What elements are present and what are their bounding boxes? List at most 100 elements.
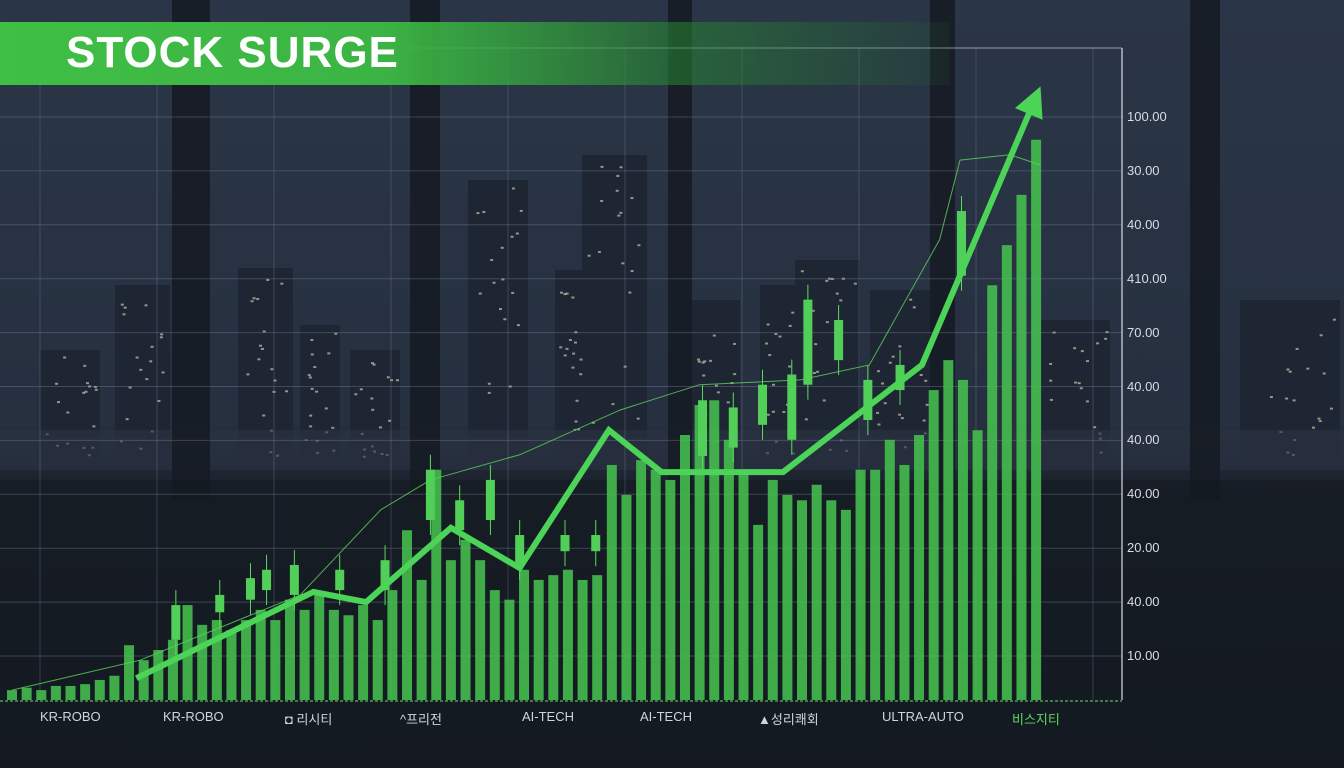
bar [797, 500, 807, 700]
x-tick-label: ULTRA-AUTO [882, 709, 964, 724]
bar [958, 380, 968, 700]
bar [504, 600, 514, 700]
bar [226, 630, 236, 700]
y-tick-label: 40.00 [1127, 486, 1160, 501]
bar [1016, 195, 1026, 700]
bar [621, 495, 631, 700]
x-tick-label: ▲성리쾌회 [758, 709, 819, 728]
y-tick-label: 20.00 [1127, 540, 1160, 555]
bar [270, 620, 280, 700]
candle-body [729, 407, 738, 447]
bar [548, 575, 558, 700]
bar [636, 460, 646, 700]
bar [256, 610, 266, 700]
bar [724, 440, 734, 700]
bar [490, 590, 500, 700]
y-tick-label: 40.00 [1127, 594, 1160, 609]
y-tick-label: 30.00 [1127, 163, 1160, 178]
bar [739, 470, 749, 700]
bar [446, 560, 456, 700]
bar [782, 495, 792, 700]
bar [943, 360, 953, 700]
stock-chart-scene: STOCK SURGE 100.00 30.00 40.00 410.00 70.00 4… [0, 0, 1344, 768]
bar [826, 500, 836, 700]
y-tick-label: 100.00 [1127, 109, 1167, 124]
x-tick-label: 비스지티 [1012, 709, 1060, 728]
candle-body [803, 300, 812, 385]
bar [80, 684, 90, 700]
bar [343, 615, 353, 700]
bar [929, 390, 939, 700]
bar [66, 686, 76, 700]
bar [402, 530, 412, 700]
candle-body [561, 535, 570, 551]
x-tick-label: ^프리전 [400, 709, 442, 728]
bar [212, 620, 222, 700]
candle-body [834, 320, 843, 360]
bar [51, 686, 61, 700]
bar [314, 595, 324, 700]
candle-body [486, 480, 495, 520]
y-tick-label: 40.00 [1127, 379, 1160, 394]
bar [168, 640, 178, 700]
bar [285, 600, 295, 700]
bar [899, 465, 909, 700]
candle-body [863, 380, 872, 420]
bar [519, 570, 529, 700]
x-tick-label: AI-TECH [522, 709, 574, 724]
bar [36, 690, 46, 700]
y-tick-label: 40.00 [1127, 432, 1160, 447]
bar [578, 580, 588, 700]
bar [665, 480, 675, 700]
candle-body [171, 605, 180, 640]
y-tick-label: 410.00 [1127, 271, 1167, 286]
bar [841, 510, 851, 700]
y-tick-label: 10.00 [1127, 648, 1160, 663]
candle-body [787, 375, 796, 440]
y-tick-label: 70.00 [1127, 325, 1160, 340]
bar [607, 465, 617, 700]
bar [373, 620, 383, 700]
bar [387, 590, 397, 700]
candle-body [426, 470, 435, 520]
bar [768, 480, 778, 700]
bar [973, 430, 983, 700]
bar [139, 660, 149, 700]
bar [417, 580, 427, 700]
candle-body [455, 500, 464, 530]
bar [753, 525, 763, 700]
bar [153, 650, 163, 700]
candle-body [262, 570, 271, 590]
bar [22, 688, 32, 700]
bar [300, 610, 310, 700]
bar [914, 435, 924, 700]
bar [709, 400, 719, 700]
bar [7, 690, 17, 700]
chart-title: STOCK SURGE [66, 28, 399, 78]
x-tick-label: ◘ 리시티 [285, 709, 332, 728]
x-tick-label: AI-TECH [640, 709, 692, 724]
bar [885, 440, 895, 700]
bar [358, 605, 368, 700]
bar [534, 580, 544, 700]
bar [592, 575, 602, 700]
bar [856, 470, 866, 700]
bar [812, 485, 822, 700]
bar [987, 285, 997, 700]
bar [461, 540, 471, 700]
bar [475, 560, 485, 700]
x-tick-label: KR-ROBO [163, 709, 224, 724]
candle-body [290, 565, 299, 595]
bar [124, 645, 134, 700]
bar [329, 610, 339, 700]
candle-body [246, 578, 255, 600]
bar [95, 680, 105, 700]
bar [241, 620, 251, 700]
bar [563, 570, 573, 700]
x-tick-label: KR-ROBO [40, 709, 101, 724]
bar [651, 470, 661, 700]
candle-body [698, 400, 707, 456]
bar [1031, 140, 1041, 700]
candle-body [335, 570, 344, 590]
bar [870, 470, 880, 700]
